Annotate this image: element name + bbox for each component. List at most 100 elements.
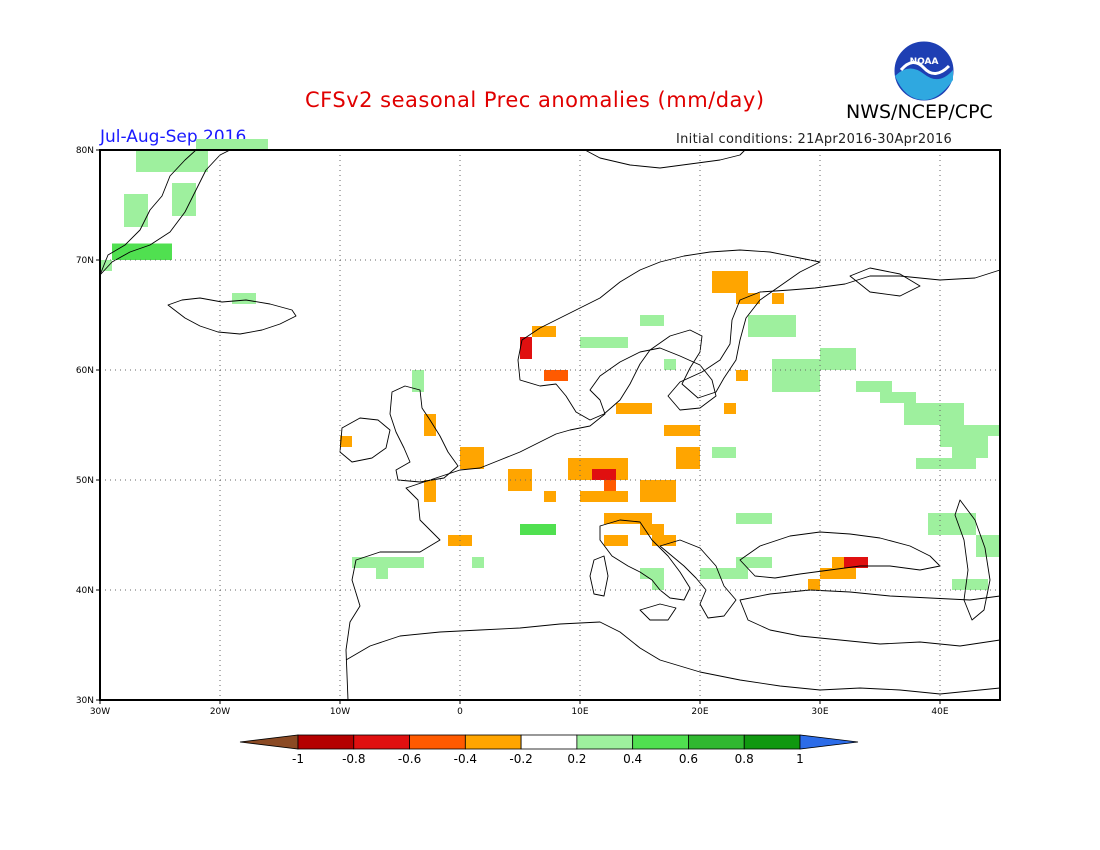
anomaly-cell <box>232 293 256 304</box>
anomaly-cell <box>340 436 352 447</box>
agency-label: NWS/NCEP/CPC <box>846 101 993 123</box>
colorbar-label: -0.8 <box>342 752 365 766</box>
anomaly-cell <box>172 183 196 216</box>
anomaly-cell <box>712 447 736 458</box>
coastline-ireland <box>339 417 391 463</box>
anomaly-cell <box>580 337 628 348</box>
anomaly-cell <box>736 557 772 568</box>
anomaly-cell <box>616 403 652 414</box>
anomaly-cells <box>100 139 1000 590</box>
x-tick-label: 40E <box>931 707 948 717</box>
x-tick-label: 0 <box>457 707 463 717</box>
anomaly-cell <box>820 348 856 370</box>
colorbar-label: 0.6 <box>679 752 698 766</box>
x-tick-label: 10W <box>330 707 350 717</box>
anomaly-cell <box>736 293 760 304</box>
y-tick-label: 40N <box>76 586 94 596</box>
colorbar-box <box>464 734 522 750</box>
colorbar-box <box>576 734 634 750</box>
anomaly-cell <box>748 315 796 337</box>
colorbar-box <box>297 734 355 750</box>
initial-conditions-label: Initial conditions: 21Apr2016-30Apr2016 <box>676 132 953 147</box>
anomaly-cell <box>556 370 568 381</box>
anomaly-cell <box>580 491 628 502</box>
anomaly-cell <box>664 425 700 436</box>
anomaly-cell <box>520 524 556 535</box>
anomaly-cell <box>376 568 388 579</box>
anomaly-cell <box>544 370 556 381</box>
anomaly-cell <box>736 513 772 524</box>
coastline-caspian <box>954 499 991 621</box>
coastline-sicily <box>639 603 677 621</box>
y-tick-label: 30N <box>76 696 94 706</box>
anomaly-cell <box>916 458 976 469</box>
colorbar-box <box>743 734 801 750</box>
anomaly-cell <box>652 579 664 590</box>
anomaly-cell <box>880 392 916 403</box>
coastlines <box>99 149 1001 701</box>
coastline-kola <box>849 267 921 297</box>
x-tick-label: 30W <box>90 707 110 717</box>
coastline-turkey <box>739 589 1001 647</box>
coastline-italy <box>599 519 691 601</box>
y-tick-label: 80N <box>76 146 94 156</box>
anomaly-cell <box>424 414 436 436</box>
coastline-svalbard <box>584 149 746 169</box>
anomaly-cell <box>604 480 616 491</box>
anomaly-cell <box>196 139 268 150</box>
coastline-iceland <box>167 297 297 335</box>
anomaly-cell <box>472 557 484 568</box>
anomaly-cell <box>904 403 964 425</box>
coastline-mainland <box>345 269 1001 701</box>
anomaly-cell <box>772 293 784 304</box>
colorbar-box <box>632 734 689 750</box>
y-tick-label: 70N <box>76 256 94 266</box>
y-tick-labels: 30N 40N 50N 60N 70N 80N <box>76 146 100 706</box>
colorbar-label: -1 <box>292 752 304 766</box>
anomaly-cell <box>424 480 436 502</box>
anomaly-cell <box>808 579 820 590</box>
y-tick-label: 50N <box>76 476 94 486</box>
colorbar-label: 0.4 <box>623 752 642 766</box>
map-title: CFSv2 seasonal Prec anomalies (mm/day) <box>305 88 765 112</box>
coastline-scandinavia <box>517 249 821 421</box>
anomaly-cell <box>532 326 556 337</box>
anomaly-cell <box>640 480 676 502</box>
anomaly-cell <box>352 557 424 568</box>
y-tick-label: 60N <box>76 366 94 376</box>
anomaly-cell <box>856 381 892 392</box>
colorbar-box <box>688 734 745 750</box>
anomaly-cell <box>736 370 748 381</box>
anomaly-cell <box>928 513 976 535</box>
anomaly-cell <box>100 260 112 271</box>
anomaly-cell <box>712 271 748 293</box>
colorbar-label: 0.2 <box>567 752 586 766</box>
anomaly-cell <box>844 557 868 568</box>
anomaly-cell <box>952 436 988 458</box>
anomaly-cell <box>604 513 652 524</box>
anomaly-cell <box>544 491 556 502</box>
colorbar-max-arrow <box>799 734 859 750</box>
anomaly-cell <box>520 337 532 359</box>
x-tick-labels: 30W 20W 10W 0 10E 20E 30E 40E <box>90 700 949 717</box>
anomaly-cell <box>412 370 424 392</box>
anomaly-cell <box>592 469 616 480</box>
coastline-balkans <box>659 539 737 619</box>
anomaly-cell <box>664 359 676 370</box>
colorbar-box <box>353 734 410 750</box>
anomaly-cell <box>640 524 664 535</box>
anomaly-cell <box>820 568 856 579</box>
colorbar-min-arrow <box>239 734 299 750</box>
colorbar-box <box>409 734 466 750</box>
anomaly-cell <box>676 447 700 469</box>
x-tick-label: 30E <box>811 707 828 717</box>
anomaly-cell <box>952 579 988 590</box>
x-tick-label: 10E <box>571 707 588 717</box>
coastline-northafrica <box>345 621 1001 695</box>
coastline-britain <box>389 385 459 483</box>
anomaly-cell <box>700 568 748 579</box>
colorbar-label: 1 <box>796 752 804 766</box>
color-legend: -1 -0.8 -0.6 -0.4 -0.2 0.2 0.4 0.6 0.8 1 <box>239 734 859 766</box>
x-tick-label: 20W <box>210 707 230 717</box>
